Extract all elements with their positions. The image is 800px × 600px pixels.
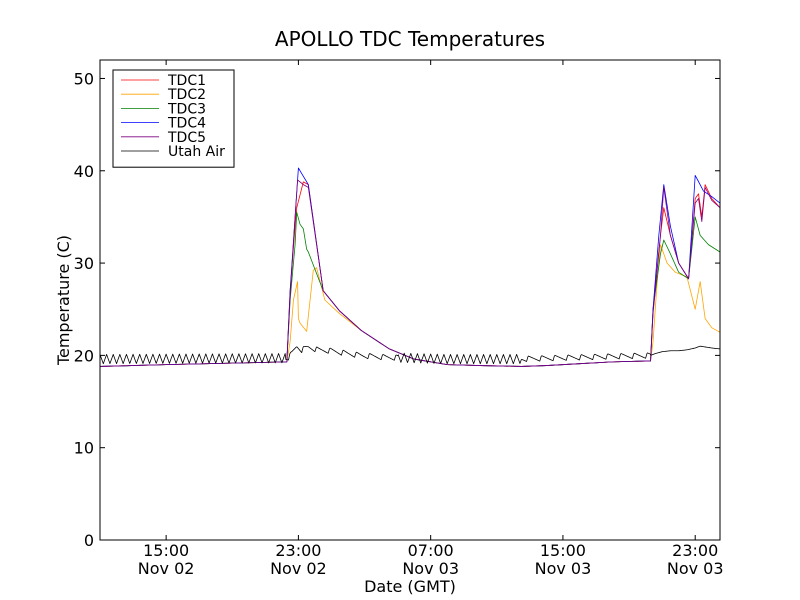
y-axis-title: Temperature (C)	[54, 235, 73, 366]
legend-label: TDC2	[167, 87, 206, 103]
y-tick-label: 50	[74, 69, 94, 88]
x-tick-label-date: Nov 03	[402, 559, 459, 578]
x-tick-label-time: 23:00	[672, 541, 718, 560]
legend-label: TDC5	[167, 130, 206, 146]
series-line-tdc5	[100, 179, 720, 367]
x-tick-label-time: 23:00	[275, 541, 321, 560]
y-tick-label: 20	[74, 346, 94, 365]
x-tick-label-time: 15:00	[540, 541, 586, 560]
y-tick-label: 0	[84, 531, 94, 550]
y-tick-label: 30	[74, 254, 94, 273]
x-tick-label-date: Nov 03	[667, 559, 724, 578]
y-tick-label: 10	[74, 439, 94, 458]
y-tick-label: 40	[74, 162, 94, 181]
plot-area	[100, 167, 720, 367]
x-tick-label-date: Nov 03	[535, 559, 592, 578]
plot-frame	[99, 59, 721, 541]
legend-label: TDC3	[167, 101, 206, 117]
x-tick-label-time: 07:00	[408, 541, 454, 560]
legend-label: Utah Air	[168, 144, 225, 160]
x-axis-title: Date (GMT)	[364, 577, 456, 596]
legend-label: TDC4	[167, 116, 206, 132]
x-tick-label-time: 15:00	[143, 541, 189, 560]
chart-title: APOLLO TDC Temperatures	[275, 27, 545, 51]
x-tick-label-date: Nov 02	[270, 559, 327, 578]
legend-label: TDC1	[167, 73, 206, 89]
series-line-utah-air	[100, 345, 720, 365]
series-layer	[100, 167, 720, 367]
x-tick-label-date: Nov 02	[138, 559, 195, 578]
